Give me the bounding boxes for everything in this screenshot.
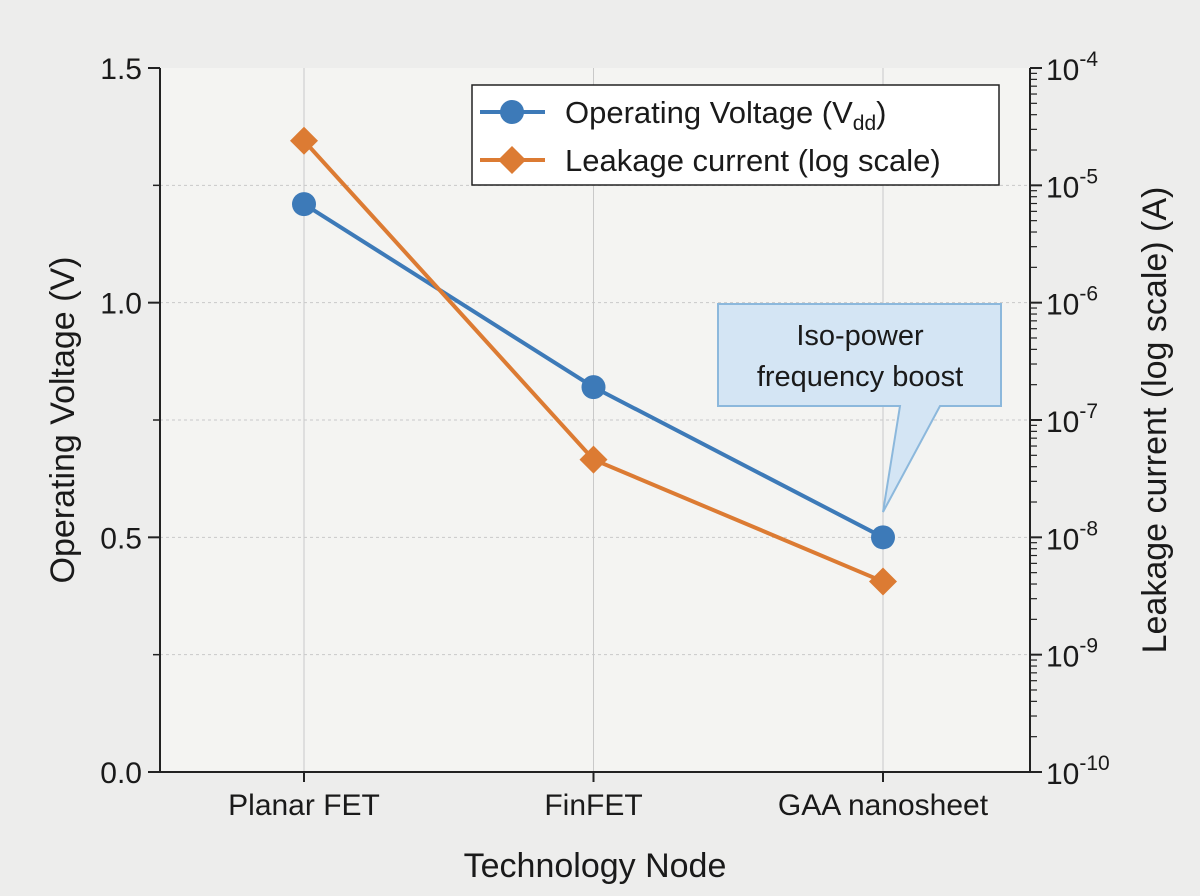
x-tick-label: Planar FET (228, 789, 380, 822)
legend: Operating Voltage (Vdd) Leakage current … (471, 84, 1000, 186)
data-point-leakage (869, 567, 897, 596)
y-left-tick-label: 0.0 (100, 757, 142, 790)
legend-swatch-voltage-marker (500, 100, 524, 124)
y-right-tick-label: 10-9 (1046, 635, 1098, 674)
legend-swatch-leakage-marker (498, 146, 526, 174)
axes: 0.0 0.5 1.0 1.5 10-10 10-9 10-8 10-7 10-6 10-5 10-… (44, 48, 1174, 885)
x-axis-title: Technology Node (464, 847, 727, 885)
y-left-tick-label: 1.5 (100, 53, 142, 86)
callout-line-1: Iso-power (796, 320, 924, 352)
x-tick-label: GAA nanosheet (778, 789, 989, 822)
callout-bubble (717, 303, 1002, 513)
callout-line-2: frequency boost (757, 361, 963, 393)
legend-box (471, 84, 1000, 186)
data-point-leakage (579, 445, 608, 474)
callout: Iso-power frequency boost (717, 303, 1002, 513)
data-point-voltage (292, 192, 316, 217)
data-point-voltage (871, 525, 895, 550)
y-right-tick-label: 10-7 (1046, 400, 1098, 439)
y-right-tick-label: 10-6 (1046, 283, 1098, 322)
data-point-leakage (290, 126, 318, 155)
y-left-tick-label: 0.5 (100, 522, 142, 555)
legend-label-leakage: Leakage current (log scale) (565, 143, 941, 178)
data-point-voltage (581, 375, 606, 400)
legend-label-voltage: Operating Voltage (Vdd) (565, 95, 886, 135)
y-right-axis-title: Leakage current (log scale) (A) (1136, 187, 1174, 654)
y-right-tick-label: 10-8 (1046, 517, 1098, 556)
y-right-tick-label: 10-5 (1046, 165, 1098, 204)
y-right-tick-label: 10-4 (1046, 48, 1098, 87)
y-left-tick-label: 1.0 (100, 288, 142, 321)
x-tick-label: FinFET (544, 789, 642, 822)
series-layer (290, 126, 897, 596)
y-right-tick-label: 10-10 (1046, 752, 1110, 791)
y-left-axis-title: Operating Voltage (V) (44, 257, 82, 584)
